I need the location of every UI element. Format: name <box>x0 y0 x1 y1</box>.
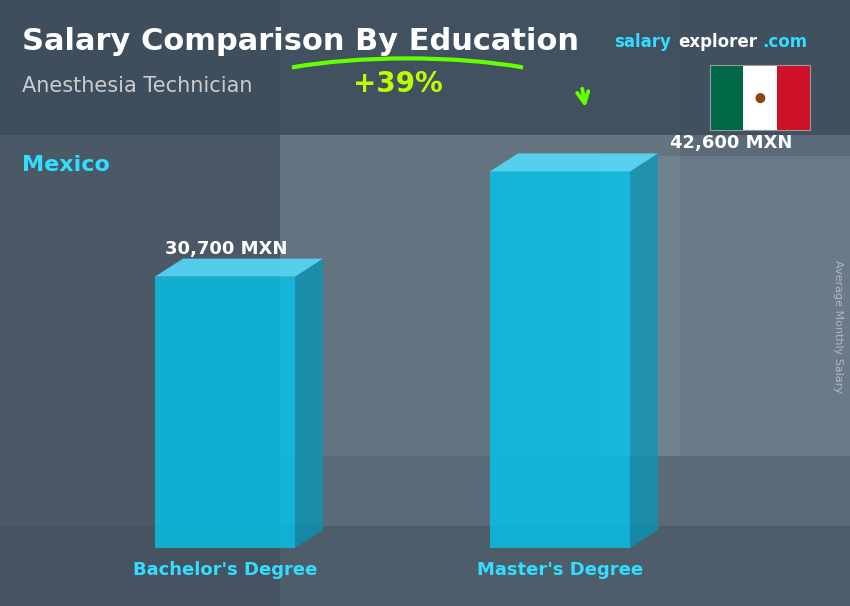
Text: 42,600 MXN: 42,600 MXN <box>670 135 792 153</box>
Bar <box>0 0 280 606</box>
Text: 30,700 MXN: 30,700 MXN <box>165 239 287 258</box>
Text: Mexico: Mexico <box>22 155 110 175</box>
Text: Anesthesia Technician: Anesthesia Technician <box>22 76 252 96</box>
Bar <box>744 65 777 130</box>
Text: ⬤: ⬤ <box>755 92 766 102</box>
Text: explorer: explorer <box>678 33 757 51</box>
Polygon shape <box>490 171 630 548</box>
Polygon shape <box>630 153 658 548</box>
Bar <box>777 65 810 130</box>
Text: salary: salary <box>614 33 671 51</box>
Text: .com: .com <box>762 33 808 51</box>
Text: Bachelor's Degree: Bachelor's Degree <box>133 561 317 579</box>
Polygon shape <box>155 259 323 276</box>
Bar <box>280 0 680 456</box>
Polygon shape <box>490 153 658 171</box>
Bar <box>600 156 850 456</box>
Bar <box>710 65 810 130</box>
Text: +39%: +39% <box>353 70 442 98</box>
Text: Master's Degree: Master's Degree <box>477 561 643 579</box>
Bar <box>0 526 850 606</box>
Text: Average Monthly Salary: Average Monthly Salary <box>833 259 843 393</box>
Polygon shape <box>295 259 323 548</box>
Text: Salary Comparison By Education: Salary Comparison By Education <box>22 27 579 56</box>
Bar <box>0 0 850 135</box>
Bar <box>710 65 744 130</box>
Polygon shape <box>155 276 295 548</box>
